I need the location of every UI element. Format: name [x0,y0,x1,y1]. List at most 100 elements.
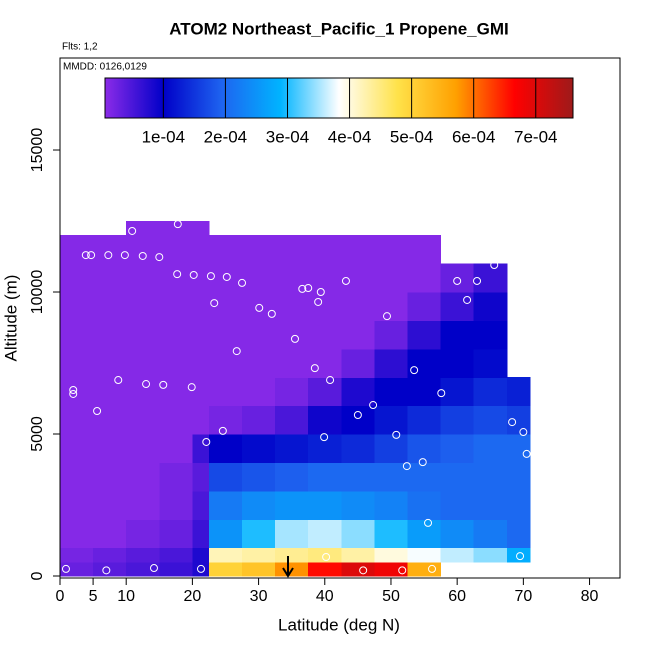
heatmap-cell [60,320,94,350]
heatmap-cell [93,519,127,549]
heatmap-cell [208,547,243,563]
heatmap-cell [341,235,376,265]
heatmap-cell [208,519,243,549]
heatmap-cell [159,490,193,520]
flight-point [463,295,472,304]
heatmap-cell [242,320,276,350]
heatmap-cell [374,519,409,549]
heatmap-cell [374,434,409,464]
heatmap-cell [341,561,376,577]
colorbar-tick-label: 1e-04 [142,127,185,146]
heatmap-cell [60,519,94,549]
y-tick-label: 5000 [29,416,46,452]
heatmap-cell [506,519,531,549]
heatmap-cell [275,377,309,407]
flight-point [341,276,350,285]
heatmap-cell [93,490,127,520]
flight-point [173,270,182,279]
heatmap-cell [374,320,409,350]
heatmap-cell [126,519,160,549]
flight-point [392,430,401,439]
flight-point [232,347,241,356]
heatmap-cell [192,235,210,265]
heatmap-cell [374,561,409,577]
heatmap-cell [208,434,243,464]
colorbar-ramp [104,77,574,119]
heatmap-cell [208,235,243,265]
heatmap-cell [242,434,276,464]
heatmap-cell [60,462,94,492]
heatmap-cell [208,462,243,492]
flight-point [128,226,137,235]
heatmap-cell [275,405,309,435]
x-axis-label: Latitude (deg N) [278,615,400,634]
heatmap-cell [60,348,94,378]
heatmap-cell [93,320,127,350]
heatmap-cell [308,434,342,464]
flight-point [81,251,90,260]
flight-point [298,284,307,293]
heatmap-cell [473,320,508,350]
heatmap-cell [407,434,442,464]
heatmap-cell [473,405,508,435]
heatmap-cell [242,292,276,322]
heatmap-cell [60,434,94,464]
heatmap-cell [242,547,276,563]
heatmap-cell [126,547,160,563]
heatmap-cell [308,561,342,577]
heatmap-cell [242,263,276,293]
heatmap-cell [473,377,508,407]
flight-point [290,334,299,343]
heatmap-cell [159,519,193,549]
heatmap-cell [341,490,376,520]
colorbar-tick-label: 4e-04 [328,127,371,146]
heatmap-cell [192,320,210,350]
heatmap-cell [407,348,442,378]
heatmap-cell [192,292,210,322]
y-tick-label: 10000 [29,270,46,315]
heatmap-cell [407,462,442,492]
heatmap-cell [60,405,94,435]
flight-point [218,426,227,435]
flight-point [508,418,517,427]
heatmap-cell [159,405,193,435]
heatmap-cell [93,263,127,293]
flight-point [314,297,323,306]
heatmap-cell [308,519,342,549]
heatmap-cell [275,462,309,492]
heatmap-cell [242,462,276,492]
heatmap-cell [341,348,376,378]
heatmap-cell [126,405,160,435]
heatmap-cell [440,434,475,464]
flight-point [359,566,368,575]
heatmap-cell [308,263,342,293]
flight-point [196,564,205,573]
x-tick-label: 0 [56,588,65,605]
flight-point [238,278,247,287]
chart-title: ATOM2 Northeast_Pacific_1 Propene_GMI [169,19,508,38]
y-tick-label: 15000 [29,128,46,173]
flight-point [222,272,231,281]
heatmap-cell [275,320,309,350]
heatmap-cell [192,434,210,464]
heatmap-cell [126,561,160,577]
x-tick-label: 30 [250,588,268,605]
heatmap-cell [60,263,94,293]
heatmap-cell [208,490,243,520]
heatmap-cell [440,490,475,520]
heatmap-cell [407,561,442,577]
heatmap-cell [126,263,160,293]
heatmap-cell [374,377,409,407]
flight-point [87,251,96,260]
flight-point [149,564,158,573]
heatmap-cell [440,320,475,350]
heatmap-cell [440,348,475,378]
heatmap-cell [242,377,276,407]
heatmap-cell [60,490,94,520]
heatmap-cell [60,292,94,322]
heatmap-cell [308,292,342,322]
heatmap-cell [440,292,475,322]
flight-points [61,220,531,575]
heatmap-cell [473,462,508,492]
